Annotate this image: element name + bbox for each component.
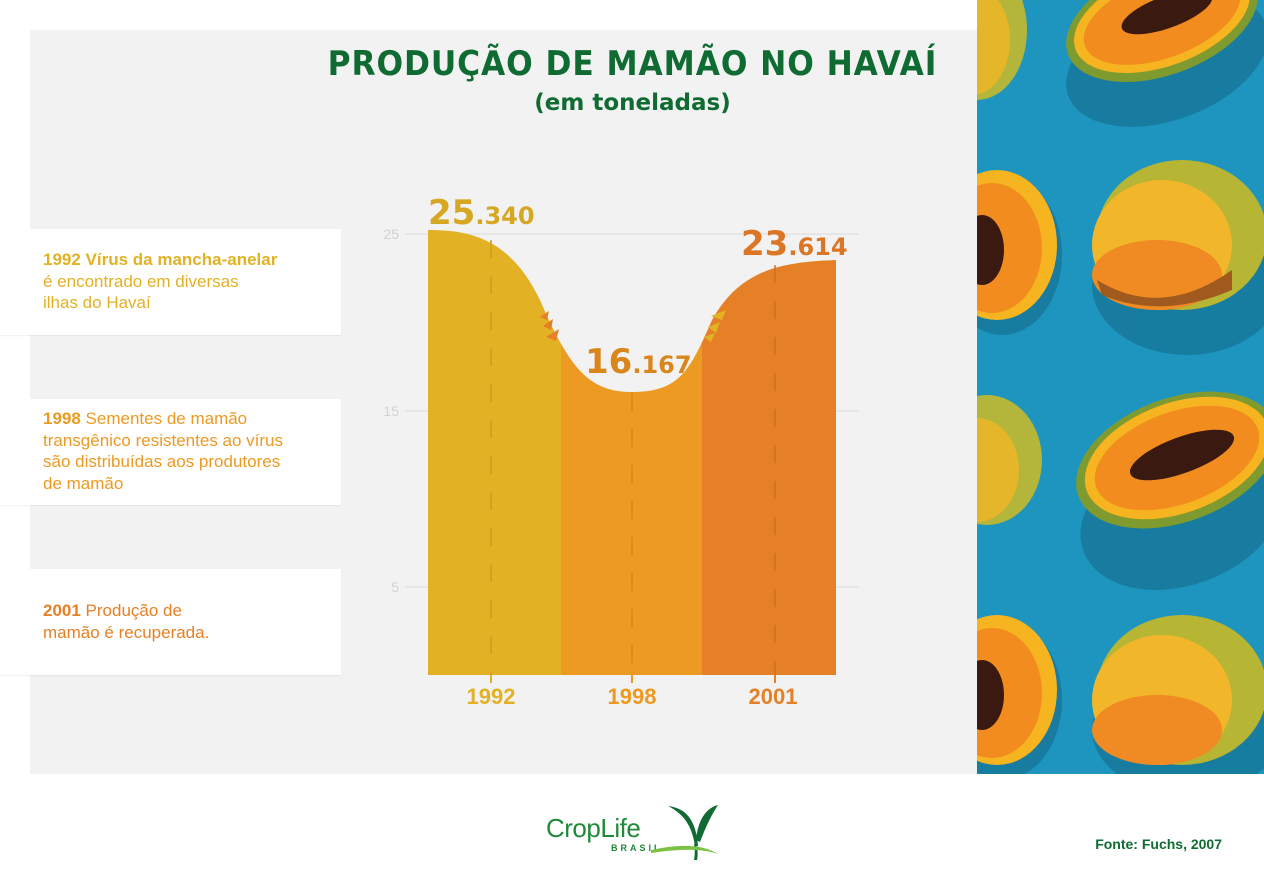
note-lead: Produção de	[80, 601, 182, 620]
value-label-2001: 23.614	[741, 224, 848, 264]
y-tick-25: 25	[383, 226, 399, 242]
area-1992	[428, 230, 561, 675]
y-tick-15: 15	[383, 403, 399, 419]
value-label-1992: 25.340	[428, 193, 535, 233]
note-lead: Sementes de mamão	[80, 409, 248, 428]
note-lead: Vírus da mancha-anelar	[80, 250, 278, 269]
papaya-photo-panel	[977, 0, 1264, 774]
note-year: 1998	[43, 409, 81, 428]
note-line: de mamão	[43, 473, 124, 493]
chart-subtitle: (em toneladas)	[534, 90, 731, 116]
source-citation: Fonte: Fuchs, 2007	[1095, 836, 1222, 852]
logo-wordmark: CropLife	[546, 813, 641, 843]
papaya-illustration	[977, 0, 1264, 774]
x-label-1998: 1998	[607, 684, 657, 709]
note-line: mamão é recuperada.	[43, 622, 210, 642]
note-1992: 1992 Vírus da mancha-anelar é encontrado…	[0, 229, 341, 335]
sprout-icon	[651, 805, 718, 860]
note-year: 1992	[43, 250, 81, 269]
value-label-1998: 16.167	[585, 342, 692, 382]
y-tick-5: 5	[391, 579, 399, 595]
chart-title: PRODUÇÃO DE MAMÃO NO HAVAÍ	[327, 44, 938, 84]
note-line: é encontrado em diversas	[43, 271, 239, 291]
x-label-2001: 2001	[748, 684, 798, 709]
logo-subtext: BRASIL	[611, 843, 663, 853]
x-label-1992: 1992	[466, 684, 516, 709]
note-2001: 2001 Produção de mamão é recuperada.	[0, 569, 341, 675]
croplife-logo: CropLife BRASIL	[546, 800, 721, 862]
decline-arrows-icon	[540, 311, 559, 341]
note-line: ilhas do Havaí	[43, 293, 151, 312]
note-line: transgênico resistentes ao vírus	[43, 430, 284, 450]
area-2001	[702, 230, 836, 675]
note-line: são distribuídas aos produtores	[43, 452, 281, 471]
rise-arrows-icon	[704, 310, 726, 342]
note-year: 2001	[43, 601, 81, 620]
note-1998: 1998 Sementes de mamão transgênico resis…	[0, 399, 341, 505]
